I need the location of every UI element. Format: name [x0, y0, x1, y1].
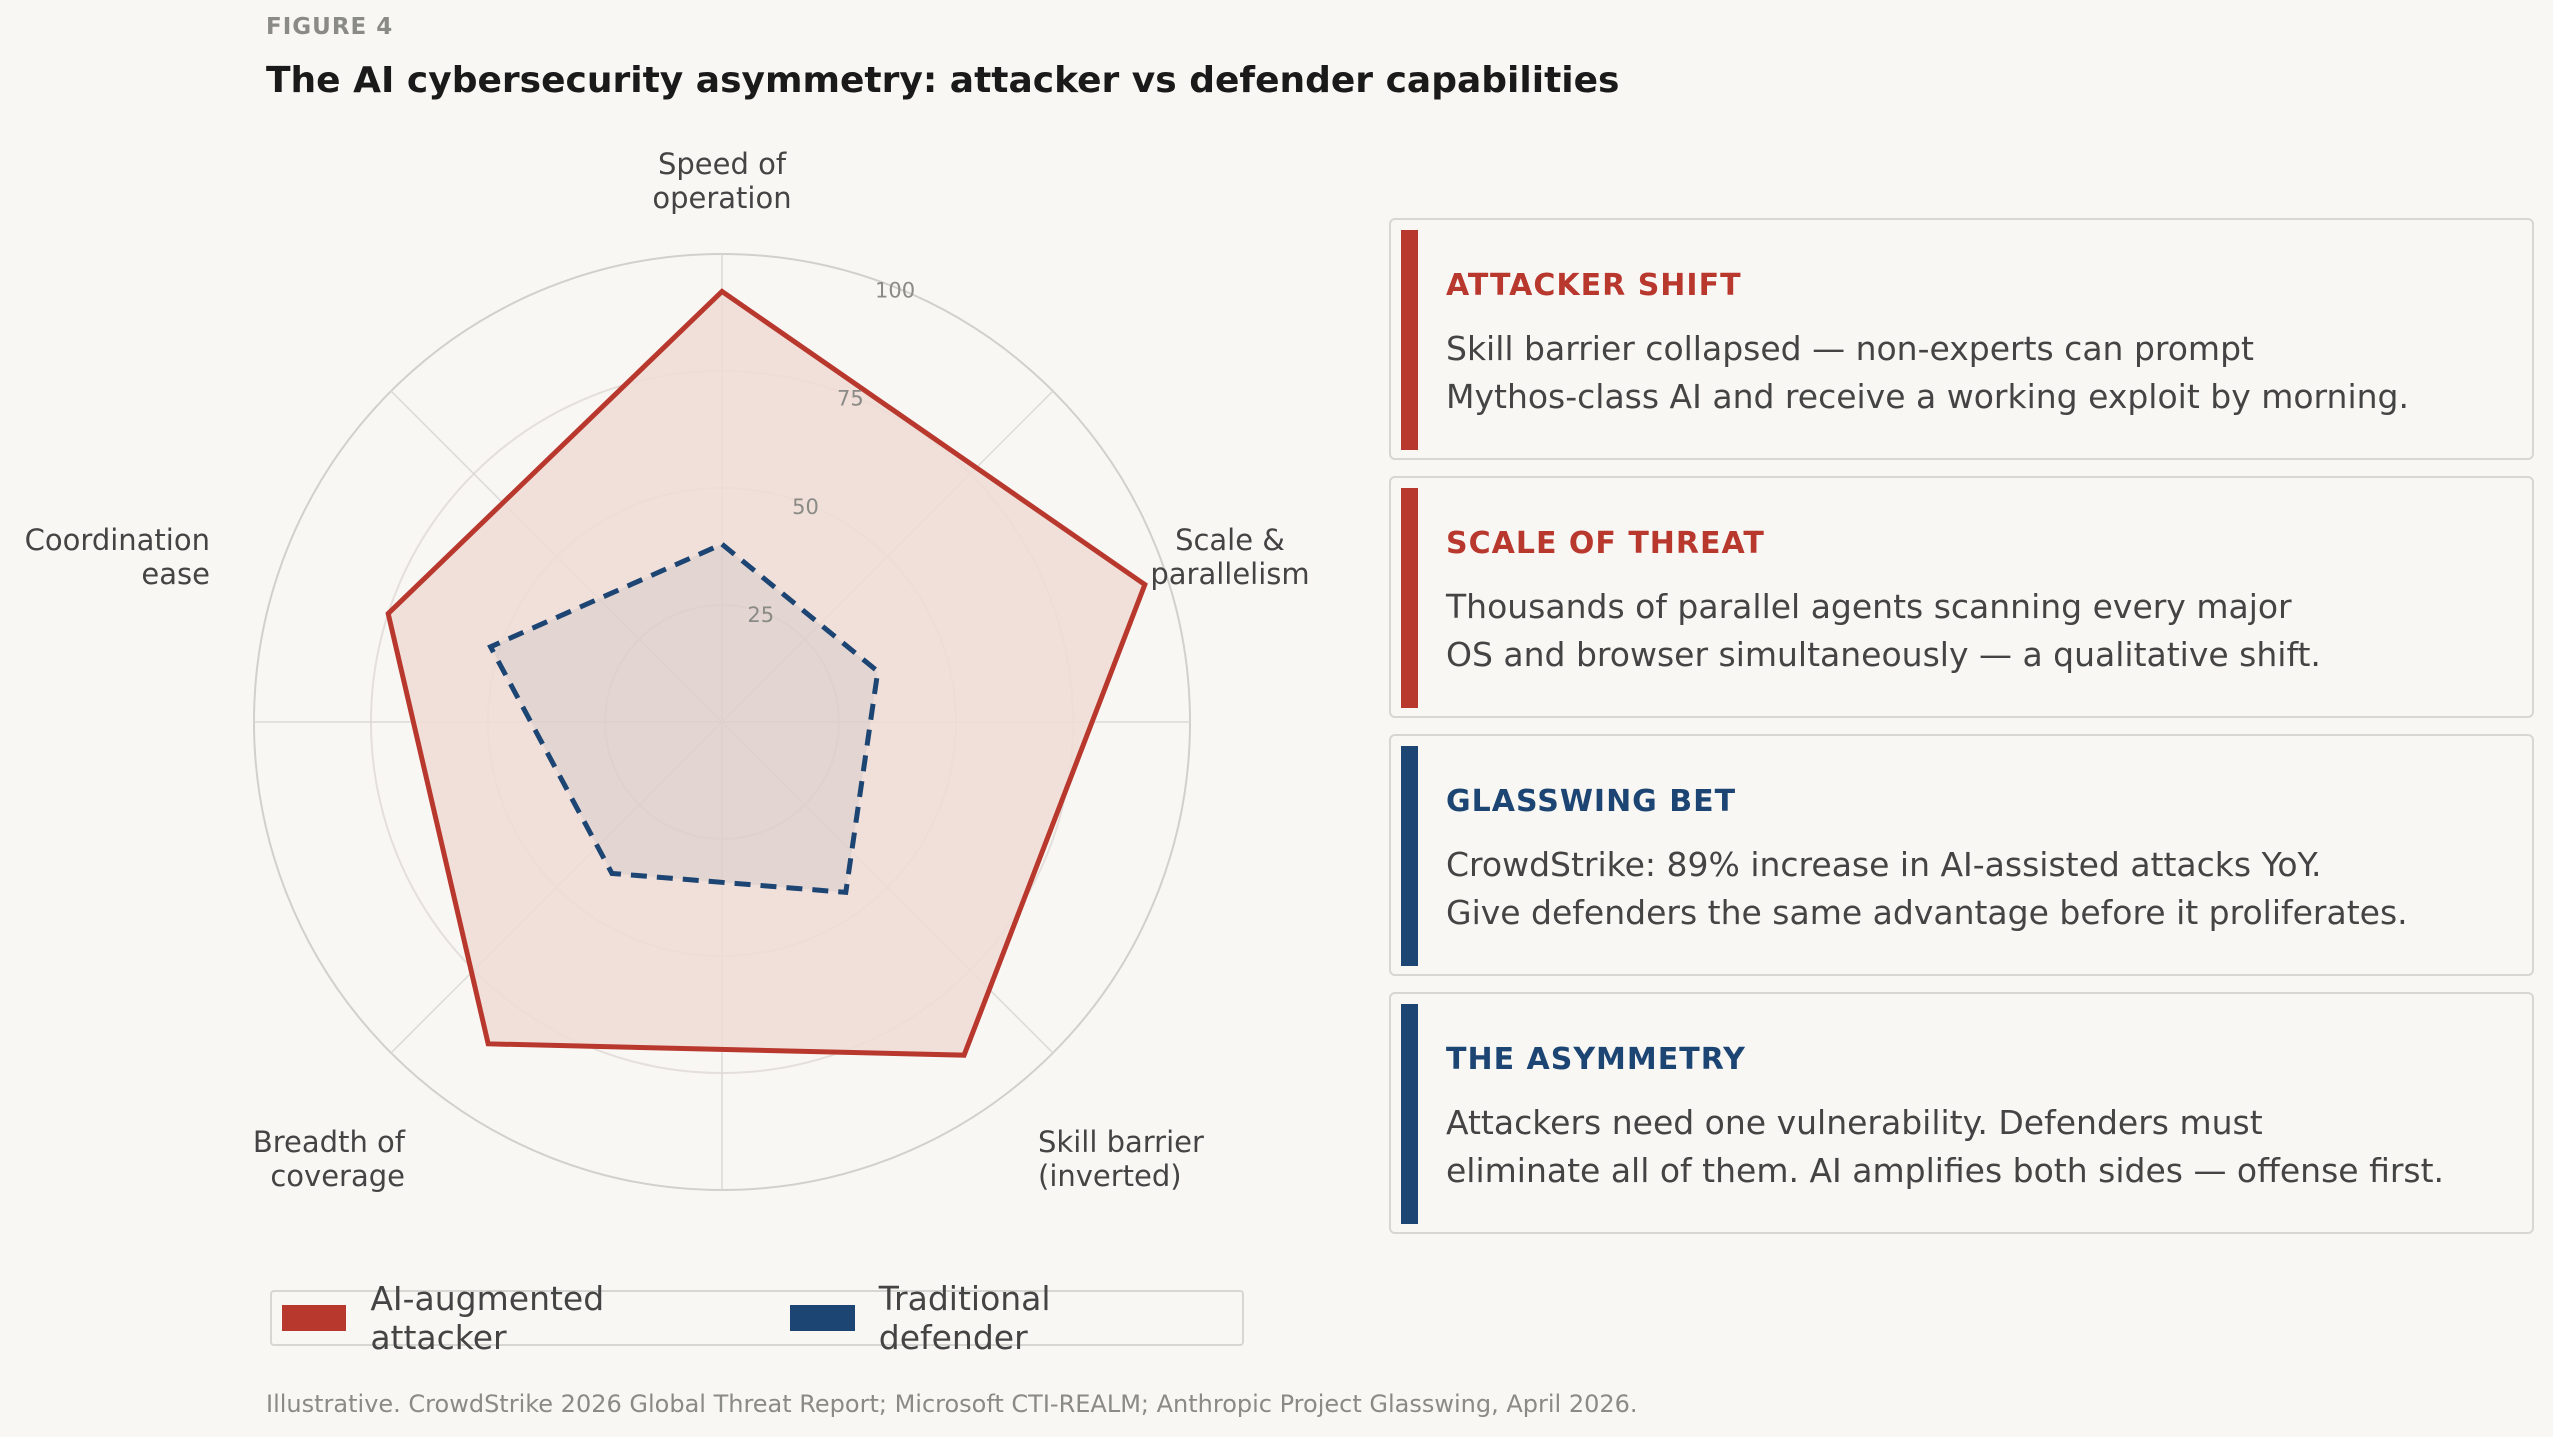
legend-item-defender: Traditional defender [790, 1279, 1192, 1357]
card-line: Give defenders the same advantage before… [1446, 893, 2408, 932]
legend-item-attacker: AI-augmented attacker [282, 1279, 730, 1357]
legend: AI-augmented attacker Traditional defend… [270, 1279, 1244, 1357]
card-line: Mythos-class AI and receive a working ex… [1446, 377, 2409, 416]
legend-label-defender: Traditional defender [878, 1279, 1051, 1357]
axis-label: Skill barrier (inverted) [1038, 1125, 1204, 1193]
card-body: Thousands of parallel agents scanning ev… [1446, 583, 2321, 679]
legend-swatch-defender [790, 1305, 855, 1331]
card-title: ATTACKER SHIFT [1446, 268, 1742, 303]
card-the-asymmetry: THE ASYMMETRY Attackers need one vulnera… [1389, 992, 2534, 1234]
card-line: OS and browser simultaneously — a qualit… [1446, 635, 2321, 674]
card-body: Skill barrier collapsed — non-experts ca… [1446, 325, 2409, 421]
legend-swatch-attacker [282, 1305, 347, 1331]
ring-tick-label: 100 [875, 279, 915, 303]
card-scale-of-threat: SCALE OF THREAT Thousands of parallel ag… [1389, 476, 2534, 718]
card-glasswing-bet: GLASSWING BET CrowdStrike: 89% increase … [1389, 734, 2534, 976]
series-defender-polygon [487, 541, 881, 896]
chart-title: The AI cybersecurity asymmetry: attacker… [266, 60, 1620, 101]
card-title: THE ASYMMETRY [1446, 1042, 1746, 1077]
axis-label: Scale & parallelism [1150, 523, 1309, 591]
card-accent-bar [1401, 230, 1418, 450]
source-note: Illustrative. CrowdStrike 2026 Global Th… [266, 1390, 1638, 1418]
figure-label: FIGURE 4 [266, 14, 394, 40]
ring-tick-label: 50 [792, 495, 819, 519]
card-body: CrowdStrike: 89% increase in AI-assisted… [1446, 841, 2408, 937]
card-title: SCALE OF THREAT [1446, 526, 1765, 561]
card-title: GLASSWING BET [1446, 784, 1737, 819]
ring-tick-label: 25 [747, 603, 774, 627]
card-line: Thousands of parallel agents scanning ev… [1446, 587, 2292, 626]
card-attacker-shift: ATTACKER SHIFT Skill barrier collapsed —… [1389, 218, 2534, 460]
radar-chart: 25 50 75 100 Speed of operation Scale & paralle… [25, 147, 1310, 1193]
axis-label: Coordination ease [25, 523, 210, 591]
card-line: Attackers need one vulnerability. Defend… [1446, 1103, 2263, 1142]
series-attacker-polygon [385, 288, 1148, 1058]
legend-label-attacker: AI-augmented attacker [370, 1279, 605, 1357]
axis-label: Breadth of coverage [253, 1125, 406, 1193]
card-line: CrowdStrike: 89% increase in AI-assisted… [1446, 845, 2322, 884]
card-accent-bar [1401, 488, 1418, 708]
card-accent-bar [1401, 746, 1418, 966]
card-accent-bar [1401, 1004, 1418, 1224]
ring-tick-label: 75 [837, 387, 864, 411]
card-line: eliminate all of them. AI amplifies both… [1446, 1151, 2445, 1190]
axis-label: Speed of operation [652, 147, 791, 215]
card-body: Attackers need one vulnerability. Defend… [1446, 1099, 2444, 1195]
card-line: Skill barrier collapsed — non-experts ca… [1446, 329, 2254, 368]
